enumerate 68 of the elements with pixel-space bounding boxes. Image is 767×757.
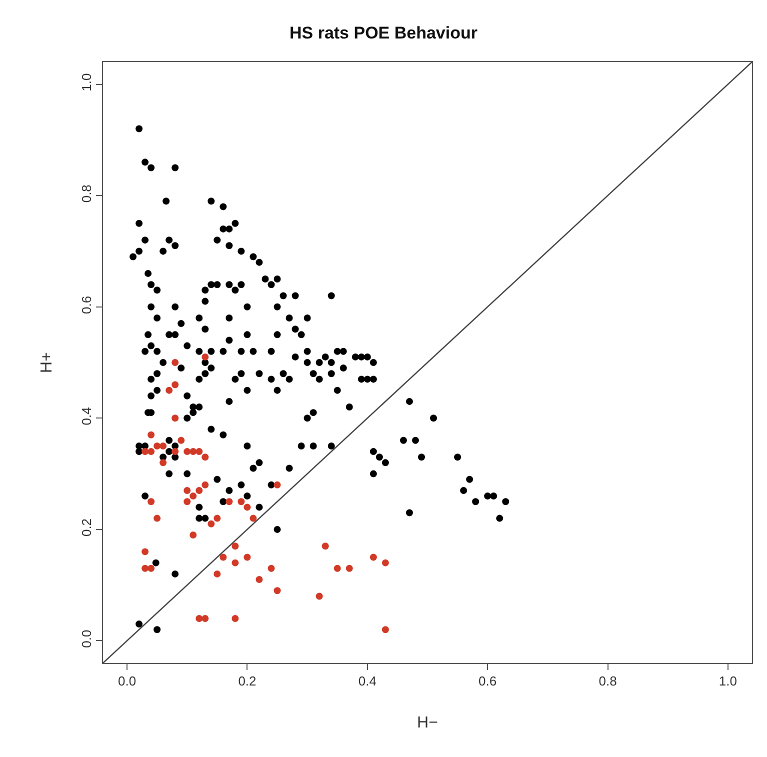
point [154,442,161,450]
x-axis-title: H− [417,714,438,732]
point [142,548,149,556]
x-tick-label: 0.2 [238,674,256,689]
y-tick-label: 0.2 [78,518,94,537]
y-axis-title: H+ [38,352,56,373]
y-tick-label: 0.8 [78,184,94,203]
y-tick-label: 0.6 [78,296,94,314]
point [238,498,245,506]
point [142,564,149,572]
point [202,353,209,360]
point [208,520,215,528]
point [142,448,149,456]
point [214,570,221,578]
x-tick-label: 0.0 [118,674,136,689]
point [202,614,209,622]
point [190,448,197,456]
point [172,448,179,456]
point [256,576,263,584]
point [160,442,167,450]
point [250,514,257,522]
point [232,614,239,622]
chart-title: HS rats POE Behaviour [289,23,478,42]
point [172,359,179,366]
point [190,532,197,539]
x-tick-label: 0.8 [598,674,617,689]
point [184,448,191,456]
point [316,592,323,600]
point [154,514,161,522]
point [232,559,239,566]
y-tick-label: 0.4 [78,407,94,426]
y-tick-label: 0.0 [78,630,94,648]
point [190,492,197,500]
point [346,564,353,572]
point [148,431,155,438]
x-tick-label: 0.6 [478,674,497,689]
point [268,564,275,572]
point [232,542,239,550]
point [148,498,155,506]
point [178,436,185,444]
point [202,454,209,461]
point [334,564,341,572]
x-tick-label: 0.4 [358,674,376,689]
y-tick-label: 1.0 [78,73,94,92]
point [220,554,227,561]
x-tick-label: 1.0 [718,674,737,689]
point [202,481,209,488]
point [196,448,203,456]
point [382,559,389,566]
point [160,459,167,466]
point [244,504,251,511]
point [148,564,155,572]
point [172,381,179,388]
point [166,386,173,394]
point [274,481,281,488]
point [274,587,281,594]
point [382,626,389,634]
point [322,542,329,550]
point [196,486,203,494]
point [184,498,191,506]
point [370,554,377,561]
point [172,414,179,422]
point [184,486,191,494]
point [226,498,233,506]
point [244,554,251,561]
point [214,514,221,522]
point [148,448,155,456]
point [196,614,203,622]
